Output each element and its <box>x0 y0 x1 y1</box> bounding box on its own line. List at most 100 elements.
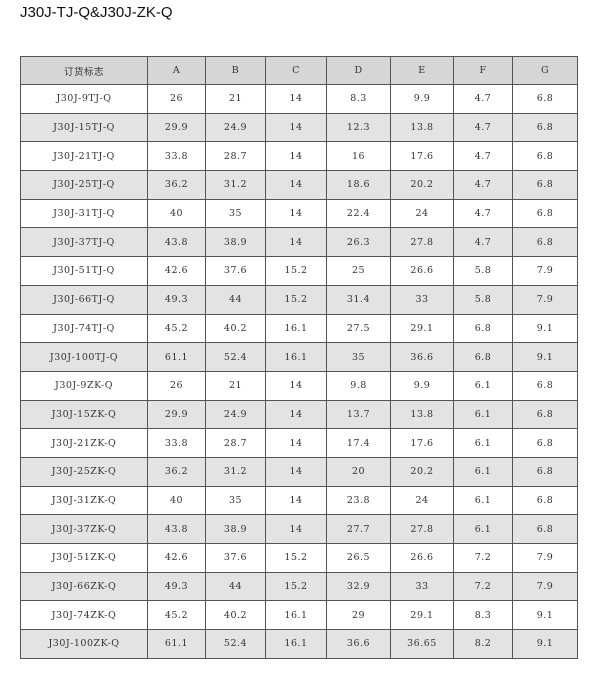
dimension-cell: 61.1 <box>147 629 206 659</box>
dimension-cell: 7.2 <box>453 543 513 573</box>
dimension-cell: 6.8 <box>512 514 578 544</box>
dimension-cell: 40.2 <box>205 313 266 344</box>
spec-table: 订货标志 A B C D E F G J30J-9TJ-Q 26 21 14 8.3 9.9 4.7 6.8… <box>20 56 578 659</box>
dimension-cell: 14 <box>265 370 327 401</box>
dimension-cell: 9.1 <box>512 313 578 344</box>
dimension-cell: 7.9 <box>512 571 578 602</box>
dimension-cell: 20 <box>326 456 391 487</box>
dimension-cell: 16.1 <box>265 600 327 631</box>
table-row: J30J-9TJ-Q 26 21 14 8.3 9.9 4.7 6.8 <box>20 84 578 114</box>
dimension-cell: 6.8 <box>512 370 578 401</box>
table-row: J30J-100TJ-Q 61.1 52.4 16.1 35 36.6 6.8 9.1 <box>20 342 578 372</box>
dimension-cell: 27.8 <box>390 514 454 544</box>
dimension-cell: 37.6 <box>205 256 266 286</box>
dimension-cell: 17.6 <box>390 141 454 172</box>
order-code: J30J-51ZK-Q <box>20 543 148 573</box>
order-code: J30J-15ZK-Q <box>20 399 148 430</box>
dimension-cell: 4.7 <box>453 227 513 258</box>
dimension-cell: 28.7 <box>205 428 266 458</box>
dimension-cell: 33.8 <box>147 428 206 458</box>
dimension-cell: 14 <box>265 485 327 516</box>
dimension-cell: 40 <box>147 485 206 516</box>
dimension-cell: 14 <box>265 170 327 200</box>
dimension-cell: 17.4 <box>326 428 391 458</box>
order-code: J30J-25ZK-Q <box>20 456 148 487</box>
dimension-cell: 14 <box>265 141 327 172</box>
dimension-cell: 52.4 <box>205 342 266 372</box>
order-code: J30J-21ZK-Q <box>20 428 148 458</box>
dimension-cell: 22.4 <box>326 198 391 229</box>
order-code: J30J-25TJ-Q <box>20 170 148 200</box>
dimension-cell: 13.8 <box>390 112 454 143</box>
table-row: J30J-51TJ-Q 42.6 37.6 15.2 25 26.6 5.8 7.9 <box>20 256 578 286</box>
table-row: J30J-66TJ-Q 49.3 44 15.2 31.4 33 5.8 7.9 <box>20 284 578 315</box>
dimension-cell: 6.8 <box>512 456 578 487</box>
dimension-cell: 16.1 <box>265 313 327 344</box>
subtitle: J30J-TJ-Q&J30J-ZK-Q <box>20 4 173 21</box>
order-code: J30J-21TJ-Q <box>20 141 148 172</box>
dimension-cell: 9.1 <box>512 629 578 659</box>
dimension-cell: 14 <box>265 456 327 487</box>
dimension-cell: 6.8 <box>512 198 578 229</box>
dimension-cell: 14 <box>265 227 327 258</box>
dimension-cell: 44 <box>205 571 266 602</box>
table-row: J30J-21TJ-Q 33.8 28.7 14 16 17.6 4.7 6.8 <box>20 141 578 172</box>
order-code: J30J-37TJ-Q <box>20 227 148 258</box>
dimension-cell: 24 <box>390 198 454 229</box>
dimension-cell: 15.2 <box>265 284 327 315</box>
dimension-cell: 45.2 <box>147 313 206 344</box>
dimension-cell: 9.1 <box>512 600 578 631</box>
dimension-cell: 21 <box>205 84 266 114</box>
dimension-cell: 6.8 <box>512 428 578 458</box>
dimension-cell: 20.2 <box>390 170 454 200</box>
dimension-cell: 15.2 <box>265 571 327 602</box>
dimension-cell: 8.3 <box>453 600 513 631</box>
dimension-cell: 35 <box>205 485 266 516</box>
dimension-cell: 24.9 <box>205 399 266 430</box>
dimension-cell: 21 <box>205 370 266 401</box>
dimension-cell: 45.2 <box>147 600 206 631</box>
dimension-cell: 33.8 <box>147 141 206 172</box>
dimension-cell: 4.7 <box>453 84 513 114</box>
dimension-cell: 5.8 <box>453 284 513 315</box>
dimension-cell: 42.6 <box>147 543 206 573</box>
dimension-cell: 12.3 <box>326 112 391 143</box>
dimension-cell: 14 <box>265 112 327 143</box>
dimension-cell: 27.8 <box>390 227 454 258</box>
column-header: A <box>147 56 206 85</box>
dimension-cell: 35 <box>326 342 391 372</box>
dimension-cell: 4.7 <box>453 112 513 143</box>
table-row: J30J-31ZK-Q 40 35 14 23.8 24 6.1 6.8 <box>20 485 578 516</box>
dimension-cell: 6.8 <box>512 170 578 200</box>
table-row: J30J-31TJ-Q 40 35 14 22.4 24 4.7 6.8 <box>20 198 578 229</box>
dimension-cell: 38.9 <box>205 514 266 544</box>
order-code: J30J-74ZK-Q <box>20 600 148 631</box>
dimension-cell: 17.6 <box>390 428 454 458</box>
order-code: J30J-31TJ-Q <box>20 198 148 229</box>
dimension-cell: 43.8 <box>147 514 206 544</box>
dimension-cell: 18.6 <box>326 170 391 200</box>
dimension-cell: 32.9 <box>326 571 391 602</box>
dimension-cell: 42.6 <box>147 256 206 286</box>
dimension-cell: 6.1 <box>453 514 513 544</box>
order-code: J30J-9ZK-Q <box>20 370 148 401</box>
table-row: J30J-37ZK-Q 43.8 38.9 14 27.7 27.8 6.1 6.8 <box>20 514 578 544</box>
order-code: J30J-9TJ-Q <box>20 84 148 114</box>
dimension-cell: 8.2 <box>453 629 513 659</box>
dimension-cell: 38.9 <box>205 227 266 258</box>
dimension-cell: 26.3 <box>326 227 391 258</box>
dimension-cell: 26 <box>147 370 206 401</box>
dimension-cell: 4.7 <box>453 170 513 200</box>
dimension-cell: 6.1 <box>453 428 513 458</box>
dimension-cell: 23.8 <box>326 485 391 516</box>
dimension-cell: 33 <box>390 284 454 315</box>
dimension-cell: 16.1 <box>265 629 327 659</box>
dimension-cell: 20.2 <box>390 456 454 487</box>
order-code: J30J-100TJ-Q <box>20 342 148 372</box>
dimension-cell: 29.1 <box>390 600 454 631</box>
column-header: B <box>205 56 266 85</box>
dimension-cell: 14 <box>265 399 327 430</box>
table-row: J30J-25ZK-Q 36.2 31.2 14 20 20.2 6.1 6.8 <box>20 456 578 487</box>
column-header: C <box>265 56 327 85</box>
